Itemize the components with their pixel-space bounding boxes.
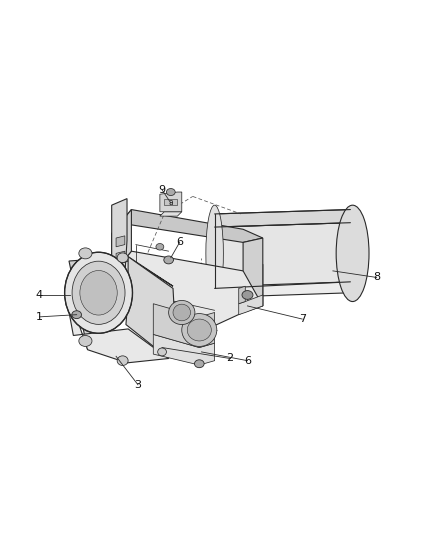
Text: 8: 8 [373,272,380,282]
Ellipse shape [117,356,128,366]
Polygon shape [215,282,350,297]
Polygon shape [239,286,245,304]
Ellipse shape [242,290,253,300]
Ellipse shape [336,205,369,302]
Polygon shape [160,212,182,216]
Ellipse shape [158,348,166,356]
Text: 6: 6 [244,356,251,366]
Polygon shape [126,257,175,359]
Polygon shape [116,236,125,247]
Text: 3: 3 [134,379,141,390]
Polygon shape [243,238,263,306]
Text: 2: 2 [226,353,233,364]
Polygon shape [69,257,173,350]
Ellipse shape [79,335,92,346]
Ellipse shape [72,261,125,325]
Ellipse shape [156,244,164,250]
Ellipse shape [206,205,223,302]
Polygon shape [112,251,263,326]
Ellipse shape [169,301,195,325]
Ellipse shape [80,270,117,315]
Polygon shape [215,223,350,288]
Polygon shape [112,209,131,275]
Text: 7: 7 [299,314,306,324]
Text: 6: 6 [176,237,183,247]
Polygon shape [112,199,127,275]
Text: 1: 1 [36,312,43,322]
Polygon shape [153,304,215,348]
Ellipse shape [117,253,128,263]
Polygon shape [153,334,215,365]
Ellipse shape [187,319,211,341]
Ellipse shape [173,304,191,321]
Ellipse shape [64,252,132,333]
Polygon shape [215,209,350,227]
Text: 9: 9 [159,185,166,195]
Text: 4: 4 [36,290,43,300]
Ellipse shape [182,313,217,346]
Ellipse shape [164,256,173,264]
Polygon shape [112,209,263,249]
Polygon shape [164,199,177,205]
Polygon shape [116,251,125,264]
Text: a: a [169,198,173,207]
Ellipse shape [166,189,175,196]
Ellipse shape [72,311,81,319]
Polygon shape [65,288,169,363]
Polygon shape [239,295,263,314]
Polygon shape [160,192,182,212]
Ellipse shape [79,248,92,259]
Ellipse shape [194,360,204,368]
